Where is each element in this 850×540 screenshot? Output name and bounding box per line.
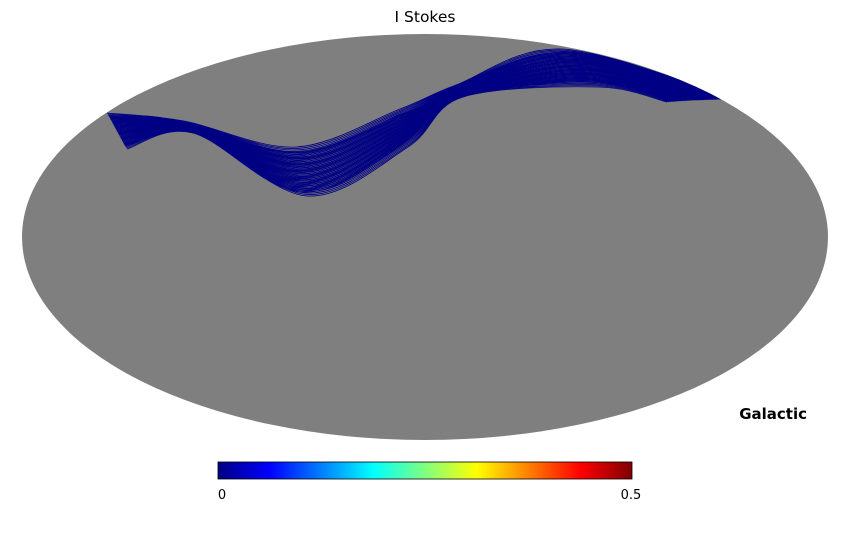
- scan-band: [106, 48, 732, 197]
- scan-curve: [124, 81, 673, 153]
- coordinate-frame-label: Galactic: [739, 405, 807, 423]
- colorbar: [217, 461, 633, 480]
- plot-title: I Stokes: [395, 8, 456, 26]
- colorbar-min-label: 0: [218, 488, 226, 503]
- scan-curve: [126, 86, 668, 197]
- colorbar-max-label: 0.5: [621, 488, 642, 503]
